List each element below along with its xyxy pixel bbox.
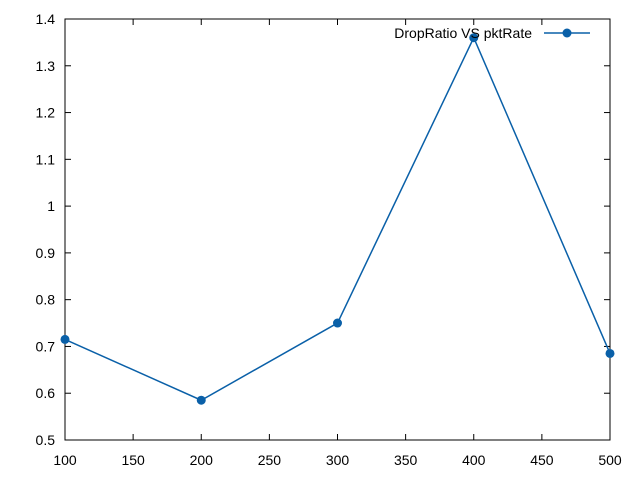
series-layer (60, 33, 615, 405)
y-tick-label: 1 (47, 198, 55, 214)
data-point (469, 33, 479, 43)
data-point (60, 334, 70, 344)
data-point (605, 348, 615, 358)
y-tick-label: 0.6 (36, 385, 56, 401)
y-tick-label: 1.4 (36, 11, 56, 27)
series-line (64, 35, 611, 402)
plot-frame (64, 18, 611, 441)
y-tick-label: 0.9 (36, 245, 56, 261)
y-tick-label: 1.2 (36, 105, 56, 121)
y-tick-label: 0.5 (36, 432, 56, 448)
x-axis: 100 150 200 250 300 350 400 450 500 (53, 19, 622, 468)
x-tick-label: 350 (394, 452, 418, 468)
x-tick-label: 500 (598, 452, 622, 468)
y-tick-label: 1.3 (36, 58, 56, 74)
x-tick-label: 450 (530, 452, 554, 468)
y-tick-label: 0.8 (36, 292, 56, 308)
legend-label: DropRatio VS pktRate (394, 25, 532, 41)
legend-marker (562, 28, 572, 38)
x-tick-label: 300 (326, 452, 350, 468)
y-axis: 0.5 0.6 0.7 0.8 0.9 1 1.1 1.2 1.3 1.4 (36, 11, 610, 448)
y-tick-label: 1.1 (36, 151, 56, 167)
legend: DropRatio VS pktRate (394, 25, 590, 41)
x-tick-label: 150 (121, 452, 145, 468)
data-point (333, 318, 342, 328)
data-point (196, 395, 206, 405)
x-tick-label: 250 (258, 452, 282, 468)
y-tick-label: 0.7 (36, 338, 56, 354)
x-tick-label: 400 (462, 452, 486, 468)
x-tick-label: 200 (190, 452, 214, 468)
x-tick-label: 100 (53, 452, 77, 468)
